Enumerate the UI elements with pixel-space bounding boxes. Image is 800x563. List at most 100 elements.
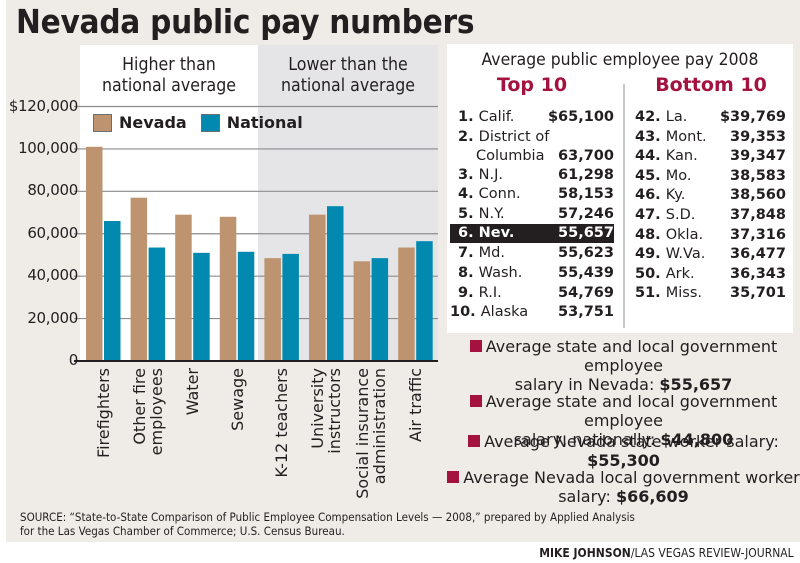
rank-number: 47. xyxy=(635,207,666,223)
bar-national-6 xyxy=(327,206,344,361)
bar-nevada-4 xyxy=(219,216,237,361)
rank-number: 6. xyxy=(458,225,479,242)
state-name: Alaska xyxy=(480,304,529,321)
fact-item: Average state and local government emplo… xyxy=(447,337,800,394)
rank-number: 51. xyxy=(635,285,666,302)
x-tick-label-line: Firefighters xyxy=(93,368,113,458)
rank-row: 46. Ky. 38,560 xyxy=(635,186,786,205)
fact-text-line2: salary, nationally: xyxy=(513,430,661,449)
rank-number: 43. xyxy=(635,128,666,145)
fact-text: Average Nevada state worker salary: xyxy=(484,432,779,451)
x-tick-label: K-12 teachers xyxy=(272,368,291,508)
credit-line: MIKE JOHNSON/LAS VEGAS REVIEW-JOURNAL xyxy=(540,546,794,560)
x-tick-label-line: Other fire xyxy=(129,368,149,445)
x-tick-label: Social insurance administration xyxy=(352,368,389,508)
x-tick-label-line: Water xyxy=(182,368,202,416)
source-note: SOURCE: “State-to-State Comparison of Pu… xyxy=(20,510,635,538)
pay-value: 58,153 xyxy=(558,186,614,203)
legend-label-nevada: Nevada xyxy=(119,113,187,132)
state-name: Calif. xyxy=(478,109,515,125)
legend-swatch-national xyxy=(200,113,220,132)
y-tick-label: 0 xyxy=(68,351,79,369)
bar-national-7 xyxy=(371,258,389,361)
rank-row: 49. W.Va. 36,477 xyxy=(635,245,786,264)
legend-label-national: National xyxy=(226,113,303,132)
y-tick-label: 20,000 xyxy=(27,308,78,327)
rank-row: 2. District of Columbia 63,700 xyxy=(450,128,614,166)
pay-value: 57,246 xyxy=(558,205,614,222)
bar-national-1 xyxy=(104,221,121,361)
fact-item: Average Nevada local government worker sa… xyxy=(447,468,800,506)
bar-nevada-2 xyxy=(130,197,148,361)
fact-text: Average Nevada local government worker xyxy=(463,468,800,487)
rank-number: 46. xyxy=(635,187,666,204)
rank-row: 47. S.D. 37,848 xyxy=(635,206,786,225)
bar-nevada-6 xyxy=(309,214,326,361)
x-tick-label-line: employees xyxy=(146,368,166,456)
bar-nevada-5 xyxy=(264,258,281,361)
x-tick-label: Sewage xyxy=(228,368,247,508)
x-tick-label-line: University xyxy=(308,368,328,449)
credit-name: MIKE JOHNSON xyxy=(539,546,632,560)
y-tick-label: 60,000 xyxy=(27,223,78,242)
state-name: W.Va. xyxy=(665,246,706,263)
fact-item: Average state and local government emplo… xyxy=(447,392,800,449)
state-name: Wash. xyxy=(478,265,523,281)
rank-row: 4. Conn. 58,153 xyxy=(450,185,614,204)
pay-value: 37,316 xyxy=(730,226,786,243)
bar-national-8 xyxy=(416,241,433,361)
square-bullet-icon xyxy=(468,435,481,447)
rank-number: 50. xyxy=(635,265,666,282)
pay-value: $65,100 xyxy=(547,109,614,125)
state-name: N.Y. xyxy=(478,205,505,222)
state-name: Okla. xyxy=(665,226,704,243)
bar-national-4 xyxy=(237,251,255,361)
pay-value: 35,701 xyxy=(730,285,786,302)
bar-nevada-3 xyxy=(175,214,192,361)
fact-text-line2: salary: xyxy=(558,487,616,506)
pay-value: 61,298 xyxy=(558,166,614,183)
top-10-heading: Top 10 xyxy=(496,74,568,96)
square-bullet-icon xyxy=(469,340,482,352)
rank-row: 45. Mo. 38,583 xyxy=(635,167,786,186)
table-divider xyxy=(623,84,625,328)
fact-text-line2: salary in Nevada: xyxy=(514,375,660,394)
y-tick-label: 100,000 xyxy=(18,138,78,157)
table-title: Average public employee pay 2008 xyxy=(481,50,759,70)
fact-text: Average state and local government emplo… xyxy=(485,392,778,430)
pay-value: 53,751 xyxy=(558,304,614,321)
x-tick-label: Firefighters xyxy=(93,368,113,508)
rank-row: 51. Miss. 35,701 xyxy=(635,284,786,303)
state-name: Nev. xyxy=(478,225,515,242)
state-name: Miss. xyxy=(665,285,703,302)
fact-value: $55,657 xyxy=(659,375,733,394)
rank-number: 2. xyxy=(458,128,479,145)
rank-number: 7. xyxy=(458,245,479,262)
group-label-higher: Higher than national average xyxy=(101,54,237,96)
x-tick-label-line: Air traffic xyxy=(405,368,425,442)
x-tick-label-line: Social insurance xyxy=(352,368,372,499)
pay-value: 37,848 xyxy=(730,207,786,223)
pay-value: 55,657 xyxy=(558,225,614,242)
pay-value: 38,560 xyxy=(730,187,786,204)
y-tick-label: $120,000 xyxy=(8,96,78,115)
rank-number: 10. xyxy=(450,304,481,321)
state-name: Conn. xyxy=(478,186,521,203)
bar-national-2 xyxy=(148,247,166,361)
page-title: Nevada public pay numbers xyxy=(16,2,475,41)
pay-value: 36,477 xyxy=(730,246,786,263)
state-name: Mont. xyxy=(665,128,707,145)
rank-row: 1. Calif. $65,100 xyxy=(450,108,614,127)
rank-number: 5. xyxy=(458,205,479,222)
chart-legend: Nevada National xyxy=(93,113,317,132)
rank-number: 45. xyxy=(635,167,666,184)
rank-row: 5. N.Y. 57,246 xyxy=(450,205,614,224)
rank-row: 7. Md. 55,623 xyxy=(450,244,614,263)
pay-value: 39,347 xyxy=(730,148,786,165)
rank-row: 9. R.I. 54,769 xyxy=(450,284,614,303)
state-name: S.D. xyxy=(665,207,696,223)
state-name: N.J. xyxy=(478,166,503,183)
rank-row: 48. Okla. 37,316 xyxy=(635,226,786,245)
rank-number: 42. xyxy=(635,109,666,125)
